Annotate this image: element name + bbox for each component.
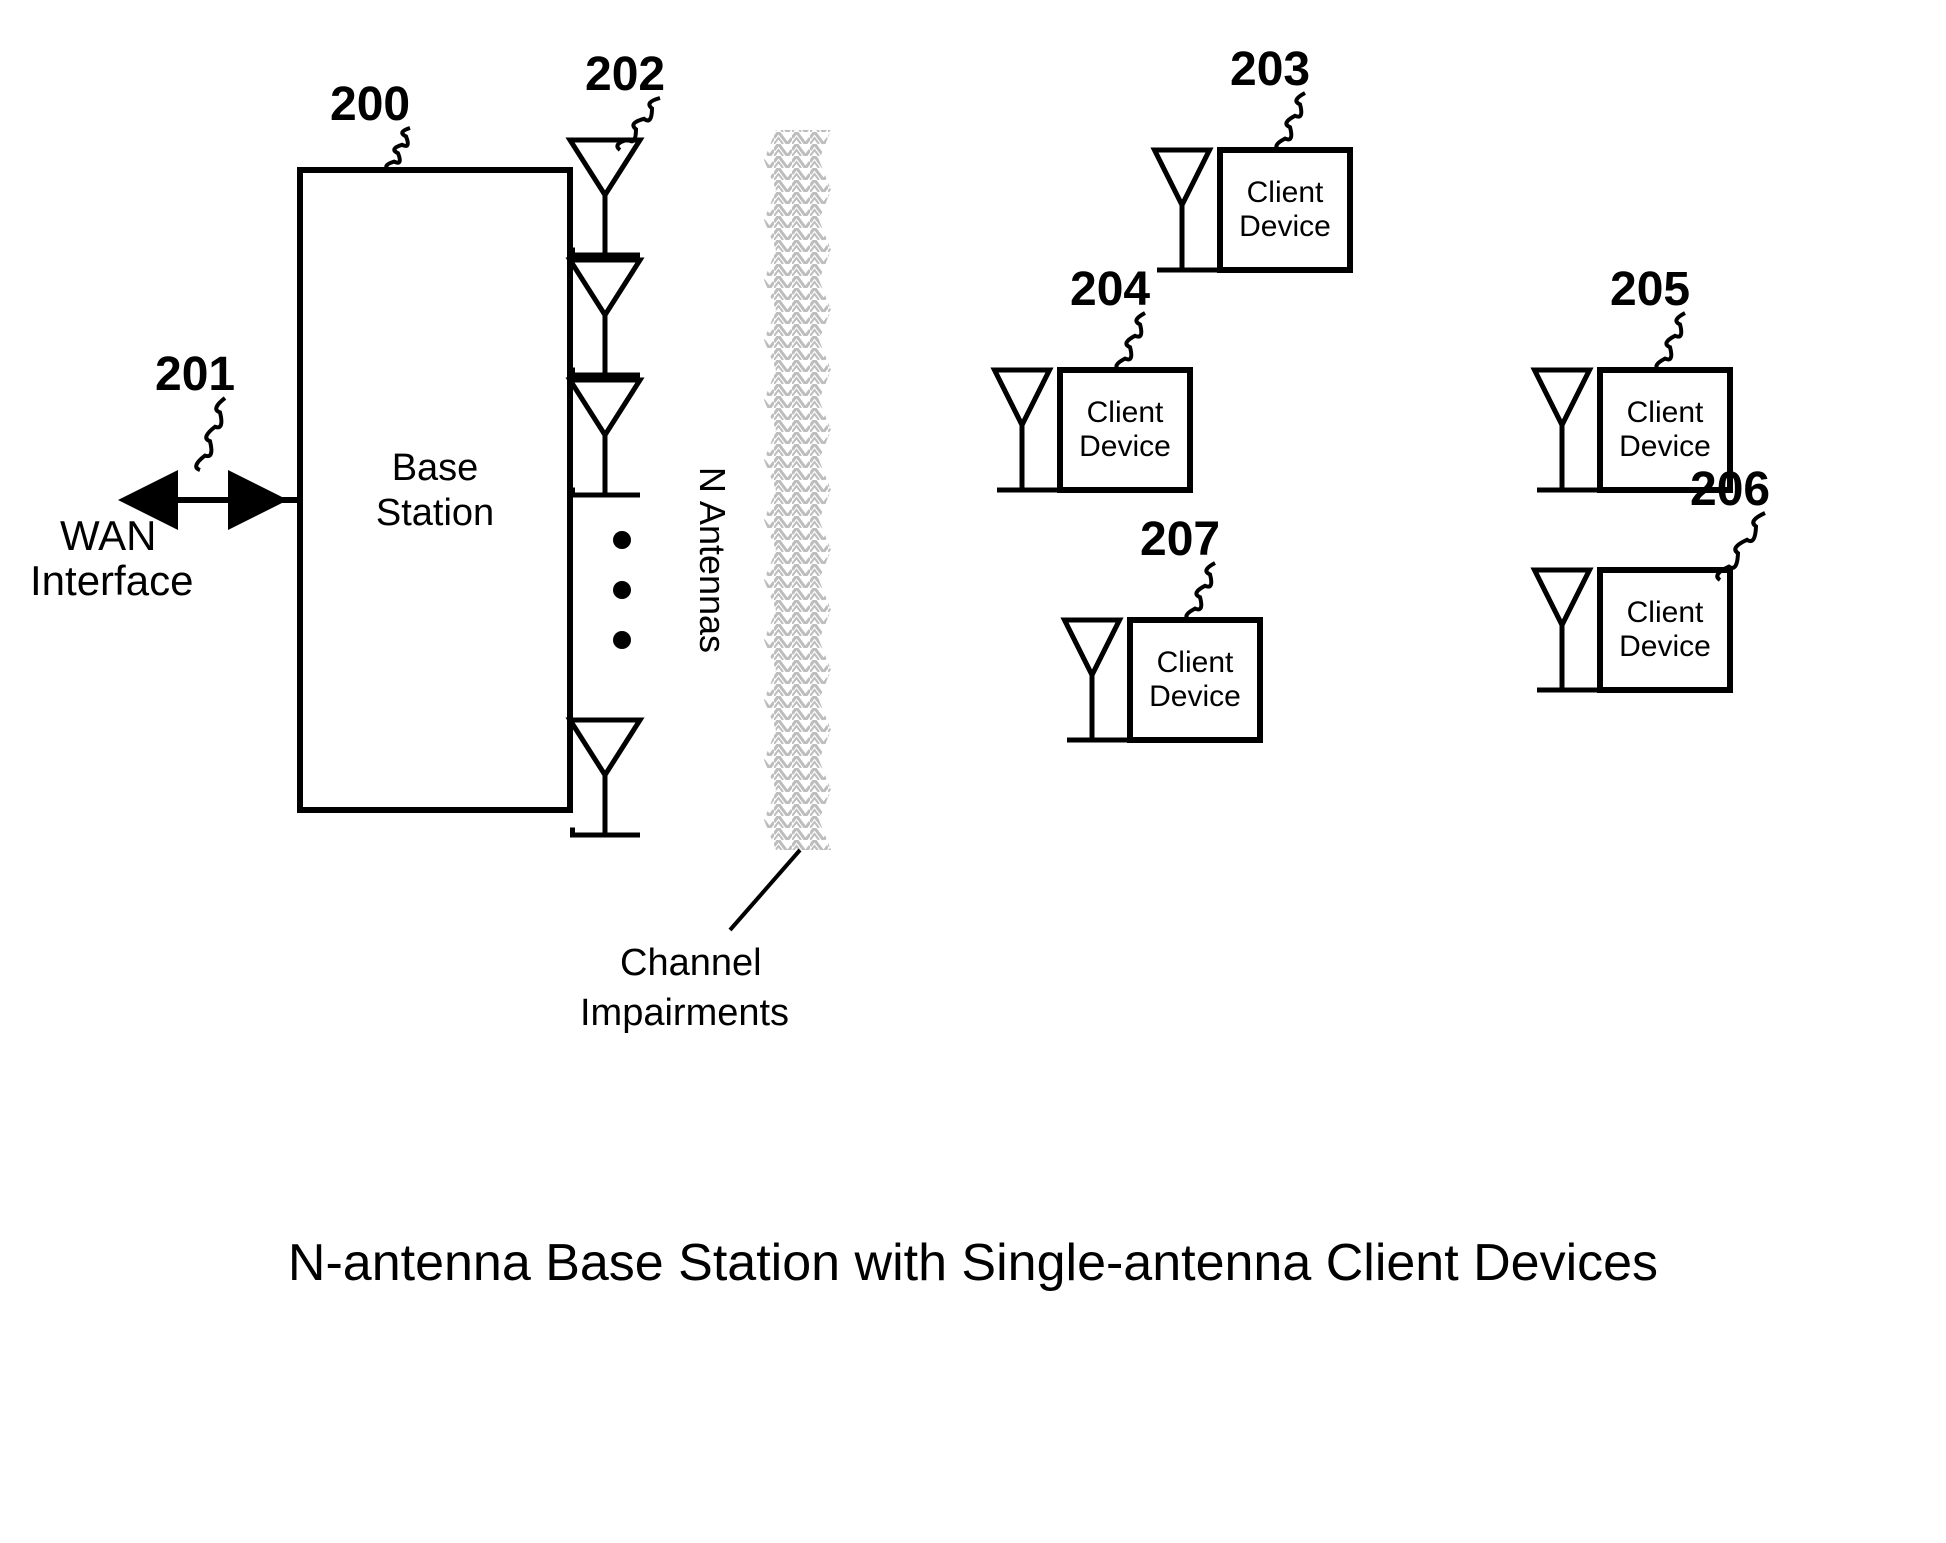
ellipsis-dot bbox=[613, 531, 631, 549]
bs-antenna-icon bbox=[570, 260, 640, 375]
ref-202: 202 bbox=[585, 48, 665, 101]
client-label: Device bbox=[1149, 680, 1241, 713]
ellipsis-dot bbox=[613, 631, 631, 649]
bs-antenna-icon bbox=[570, 380, 640, 495]
leader-line bbox=[196, 398, 225, 470]
ref-203: 203 bbox=[1230, 43, 1310, 96]
ref-201: 201 bbox=[155, 348, 235, 401]
base-station-label: Base bbox=[392, 447, 479, 489]
client-antenna-icon bbox=[1155, 150, 1210, 270]
client-antenna-icon bbox=[1065, 620, 1120, 740]
wan-label: Interface bbox=[30, 557, 193, 604]
channel-leader bbox=[730, 850, 800, 930]
leader-line bbox=[1656, 313, 1685, 370]
channel-label: Impairments bbox=[580, 992, 789, 1034]
leader-line bbox=[1186, 563, 1215, 620]
client-label: Device bbox=[1239, 210, 1331, 243]
client-label: Device bbox=[1079, 430, 1171, 463]
client-label: Device bbox=[1619, 630, 1711, 663]
n-antennas-label: N Antennas bbox=[692, 467, 733, 653]
leader-line bbox=[1116, 313, 1145, 370]
leader-line bbox=[1276, 93, 1305, 150]
ref-200: 200 bbox=[330, 78, 410, 131]
client-label: Client bbox=[1087, 396, 1164, 429]
base-station-box bbox=[300, 170, 570, 810]
client-antenna-icon bbox=[1535, 570, 1590, 690]
client-label: Client bbox=[1247, 176, 1324, 209]
client-label: Client bbox=[1627, 596, 1704, 629]
figure-caption: N-antenna Base Station with Single-anten… bbox=[288, 1234, 1658, 1292]
leader-line bbox=[1717, 513, 1765, 580]
client-label: Client bbox=[1157, 646, 1234, 679]
ref-204: 204 bbox=[1070, 263, 1150, 316]
base-station-label: Station bbox=[376, 492, 494, 534]
channel-label: Channel bbox=[620, 942, 762, 984]
channel-impairments-band bbox=[764, 130, 831, 850]
ref-207: 207 bbox=[1140, 513, 1220, 566]
leader-line bbox=[386, 128, 410, 170]
client-antenna-icon bbox=[995, 370, 1050, 490]
wan-label: WAN bbox=[60, 512, 156, 559]
client-label: Client bbox=[1627, 396, 1704, 429]
client-label: Device bbox=[1619, 430, 1711, 463]
client-antenna-icon bbox=[1535, 370, 1590, 490]
bs-antenna-icon bbox=[570, 140, 640, 255]
bs-antenna-icon bbox=[570, 720, 640, 835]
ellipsis-dot bbox=[613, 581, 631, 599]
ref-205: 205 bbox=[1610, 263, 1690, 316]
ref-206: 206 bbox=[1690, 463, 1770, 516]
